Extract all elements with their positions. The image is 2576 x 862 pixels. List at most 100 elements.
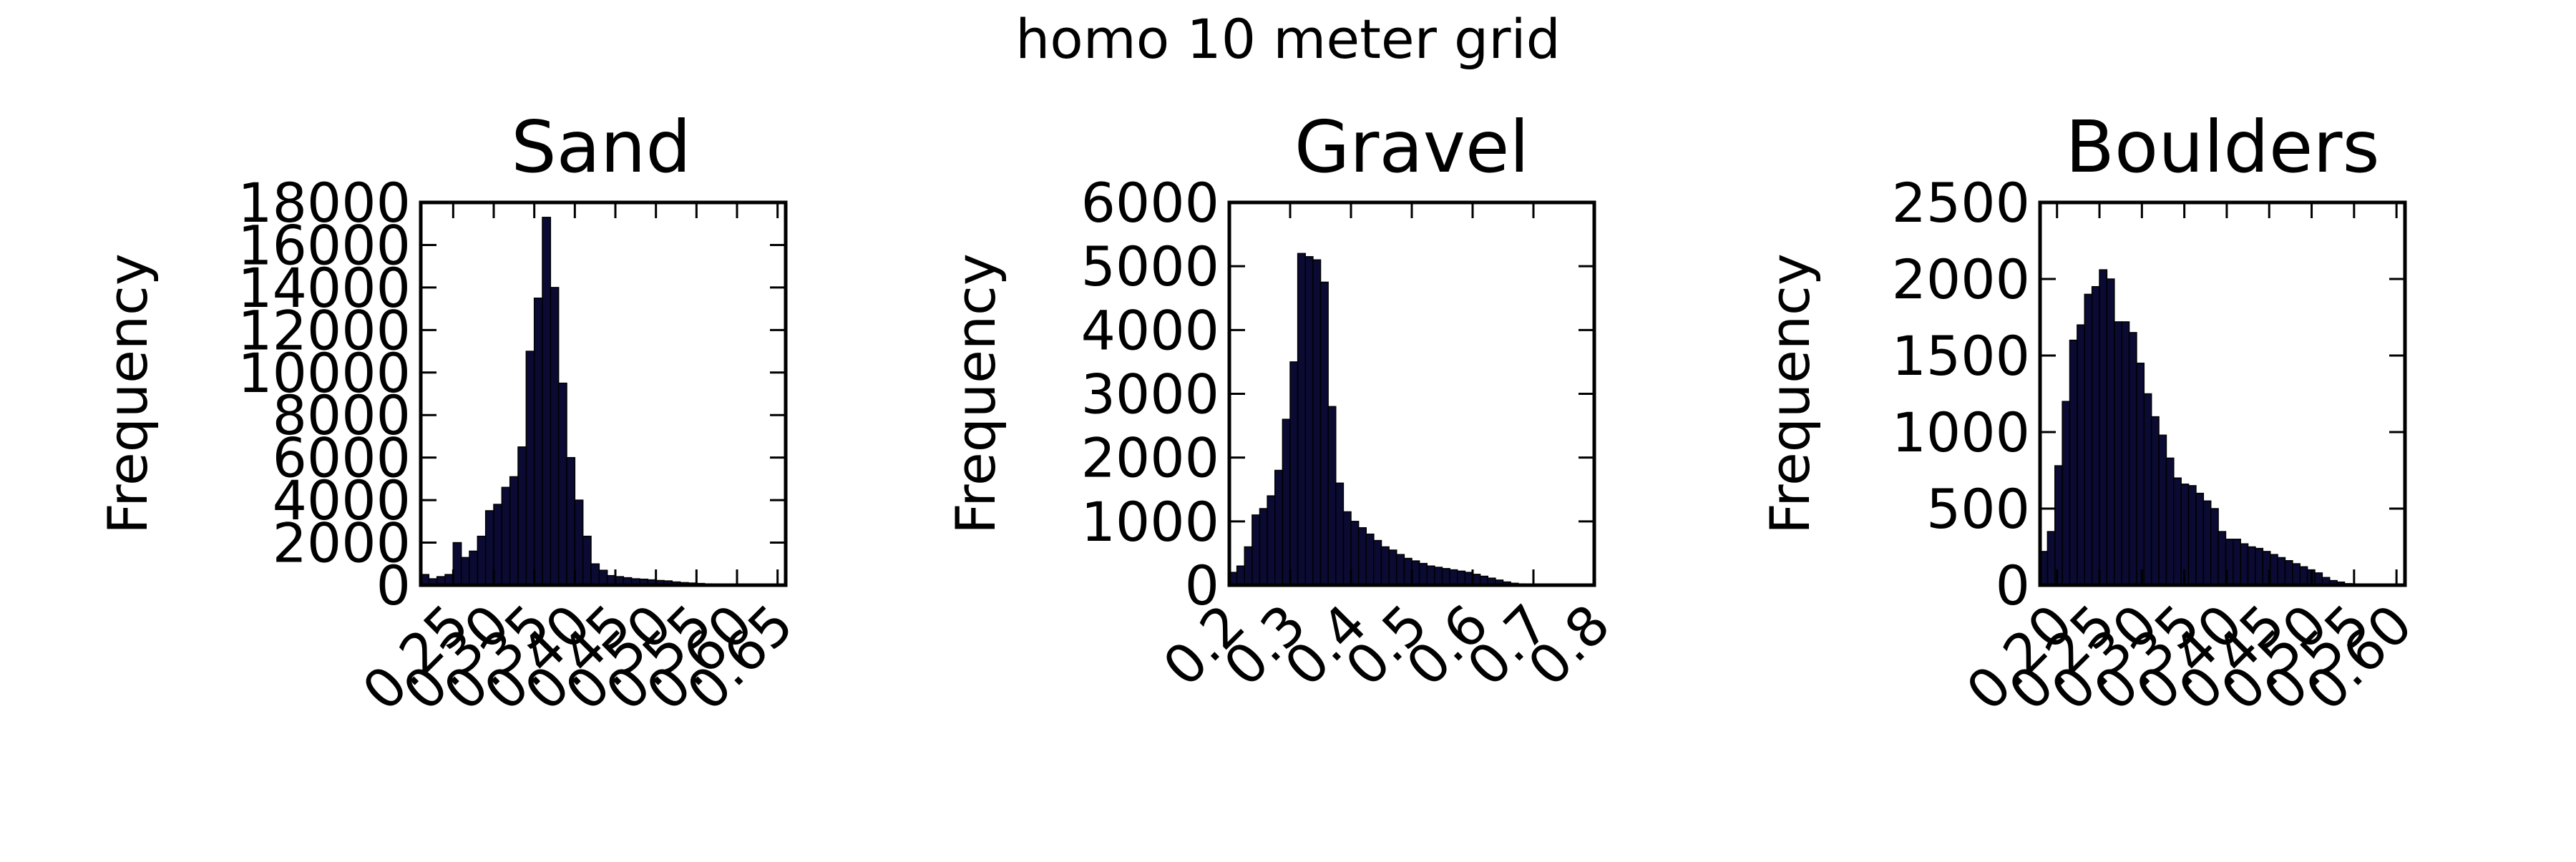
histogram-bar — [2203, 501, 2210, 585]
histogram-bar — [2300, 567, 2307, 585]
y-tick-label: 1000 — [1081, 490, 1219, 554]
histogram-bar — [575, 500, 582, 585]
histogram-bar — [599, 570, 607, 585]
histogram-bar — [559, 383, 567, 585]
panel-title: Gravel — [1294, 105, 1529, 189]
y-tick-label: 2000 — [1892, 248, 2030, 311]
histogram-bar — [2137, 363, 2144, 585]
histogram-bar — [2062, 401, 2069, 585]
histogram-bar — [1298, 253, 1306, 585]
histogram-bar — [1427, 566, 1435, 585]
histogram-bar — [1435, 567, 1443, 585]
histogram-bar — [469, 551, 477, 585]
histogram-bar — [1275, 471, 1283, 586]
y-tick-label: 3000 — [1081, 363, 1219, 426]
histogram-bar — [2092, 287, 2099, 585]
y-tick-label: 4000 — [1081, 298, 1219, 362]
histogram-bar — [2285, 561, 2292, 585]
histogram-bar — [2218, 532, 2225, 585]
axes-frame — [421, 202, 786, 585]
histogram-bar — [2114, 322, 2122, 585]
y-tick-label: 1500 — [1892, 324, 2030, 388]
histogram-bar — [1328, 406, 1336, 585]
histogram-bar — [1397, 554, 1405, 585]
histogram-bar — [2070, 341, 2077, 585]
histogram-bar — [2159, 435, 2166, 585]
histogram-bar — [2240, 544, 2248, 585]
histogram-bar — [1359, 528, 1367, 585]
figure-title: homo 10 meter grid — [0, 7, 2576, 71]
histogram-bar — [1420, 564, 1428, 585]
histogram-bar — [486, 511, 494, 585]
y-tick-label: 5000 — [1081, 235, 1219, 298]
histogram-bar — [462, 557, 469, 585]
histogram-bar — [2144, 394, 2151, 586]
y-tick-label: 2500 — [1892, 171, 2030, 235]
histogram-bar — [535, 298, 542, 585]
histogram-bar — [567, 458, 575, 585]
histogram-bar — [1465, 572, 1473, 585]
histogram-bar — [1458, 571, 1465, 585]
histogram-bar — [1313, 260, 1321, 585]
histogram-bar — [2122, 322, 2129, 585]
histogram-panel-sand: 0200040006000800010000120001400016000180… — [96, 105, 805, 723]
histogram-bar — [1443, 569, 1450, 585]
histogram-bar — [2099, 270, 2107, 585]
histogram-panel-gravel: 01000200030004000500060000.20.30.40.50.6… — [944, 105, 1622, 698]
histogram-bar — [494, 504, 502, 585]
histogram-bar — [1374, 541, 1382, 585]
histogram-bar — [2270, 554, 2278, 585]
histogram-bar — [2315, 573, 2322, 585]
histogram-bar — [591, 564, 599, 585]
histogram-bar — [2189, 486, 2196, 585]
histogram-bar — [2152, 417, 2159, 585]
y-tick-label: 1000 — [1892, 401, 2030, 464]
histogram-bar — [542, 217, 550, 585]
histogram-panel-boulders: 050010001500200025000.200.250.300.350.40… — [1758, 105, 2424, 723]
histogram-bar — [550, 288, 558, 585]
histogram-bar — [1412, 561, 1420, 585]
histogram-bar — [2047, 532, 2054, 585]
histogram-bar — [1290, 362, 1298, 585]
histogram-bar — [1351, 521, 1359, 585]
histogram-bar — [583, 537, 591, 585]
histogram-bar — [1366, 534, 1374, 585]
histogram-bar — [2255, 549, 2263, 585]
histogram-bar — [1244, 547, 1252, 586]
histogram-bar — [2233, 539, 2240, 585]
y-axis-label: Frequency — [96, 253, 160, 534]
histogram-bar — [2278, 557, 2285, 585]
histogram-bar — [2248, 547, 2255, 586]
histogram-bar — [1404, 559, 1412, 585]
histogram-bar — [502, 487, 509, 585]
histogram-bar — [2196, 494, 2203, 585]
histogram-bar — [1343, 511, 1351, 585]
y-tick-label: 500 — [1926, 477, 2030, 541]
histogram-bar — [1305, 257, 1313, 585]
y-tick-label: 2000 — [1081, 426, 1219, 490]
histogram-bar — [477, 537, 485, 585]
y-axis-label: Frequency — [944, 253, 1008, 534]
histogram-bar — [1267, 496, 1275, 585]
histogram-bar — [2174, 478, 2181, 585]
histogram-bar — [2055, 466, 2062, 585]
histogram-bar — [1321, 282, 1329, 585]
histogram-bar — [1389, 550, 1397, 585]
histogram-bar — [510, 476, 518, 585]
y-axis-label: Frequency — [1758, 253, 1822, 534]
histogram-bar — [453, 543, 461, 585]
histogram-bar — [1252, 515, 1260, 585]
panel-title: Boulders — [2065, 105, 2379, 189]
histogram-bar — [1450, 570, 1458, 585]
histogram-bar — [1382, 547, 1390, 586]
histogram-bar — [518, 447, 526, 585]
histogram-bar — [2077, 325, 2084, 585]
histogram-bar — [2166, 458, 2173, 585]
histogram-bar — [1336, 483, 1344, 585]
histogram-bar — [2211, 509, 2218, 585]
histogram-bar — [526, 351, 534, 585]
panel-title: Sand — [511, 105, 691, 189]
y-tick-label: 6000 — [1081, 171, 1219, 235]
